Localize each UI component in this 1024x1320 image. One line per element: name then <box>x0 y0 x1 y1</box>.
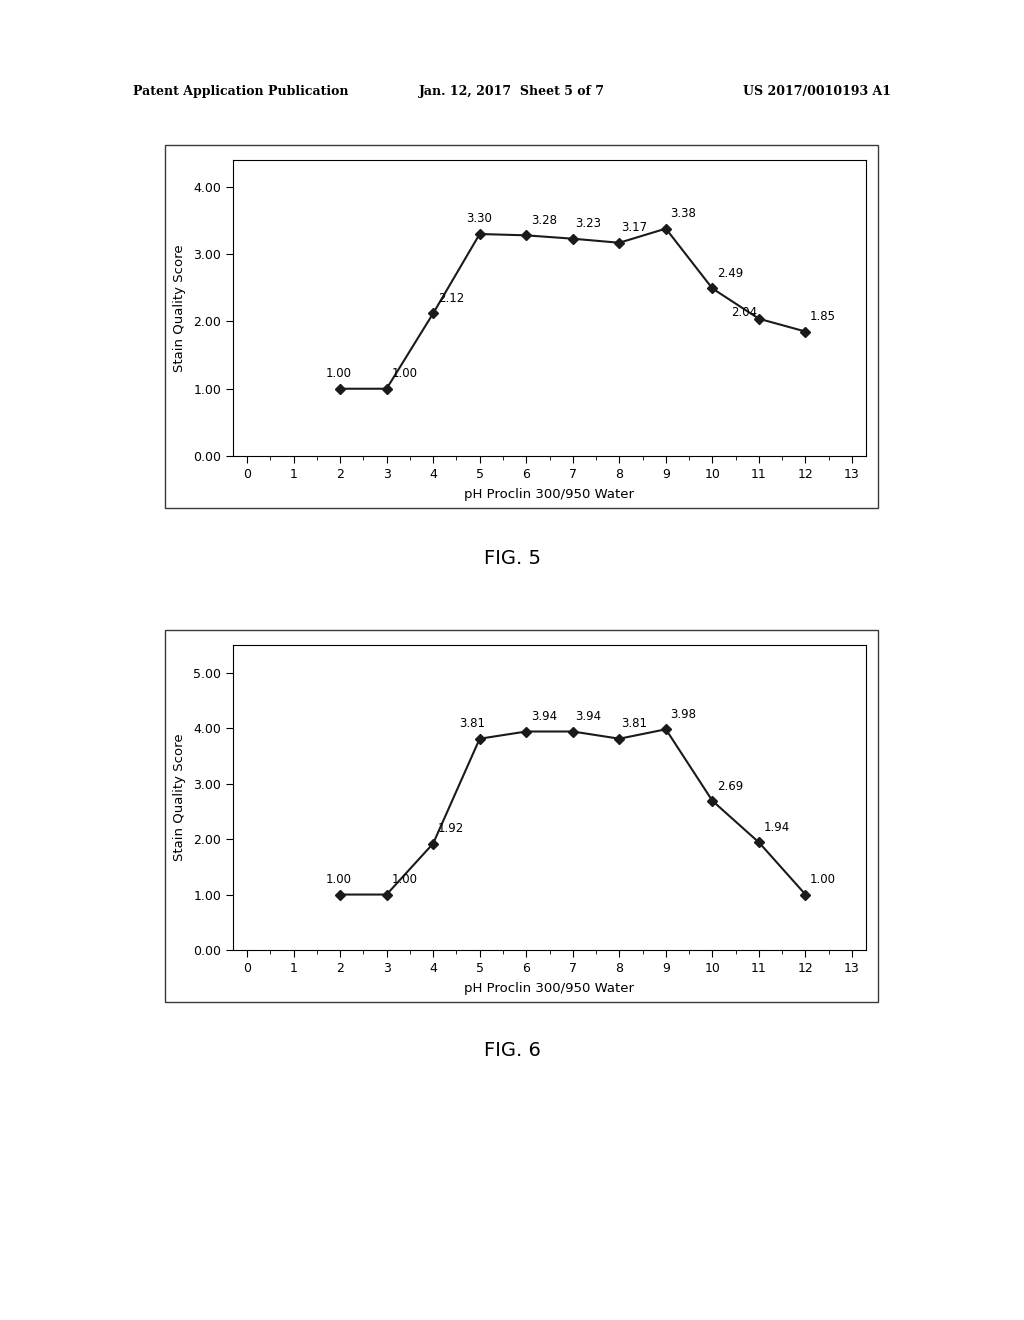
Y-axis label: Stain Quality Score: Stain Quality Score <box>173 734 186 862</box>
Text: 1.00: 1.00 <box>391 367 417 380</box>
Text: 1.00: 1.00 <box>326 367 352 380</box>
Text: US 2017/0010193 A1: US 2017/0010193 A1 <box>742 84 891 98</box>
Text: 1.85: 1.85 <box>810 310 837 323</box>
Text: 3.94: 3.94 <box>575 710 601 723</box>
Text: 3.98: 3.98 <box>671 708 696 721</box>
Text: 2.69: 2.69 <box>717 780 743 792</box>
Text: 1.92: 1.92 <box>438 822 464 836</box>
Text: 1.00: 1.00 <box>810 874 837 886</box>
Text: 3.38: 3.38 <box>671 207 696 220</box>
Text: 3.28: 3.28 <box>530 214 557 227</box>
X-axis label: pH Proclin 300/950 Water: pH Proclin 300/950 Water <box>465 982 635 995</box>
Y-axis label: Stain Quality Score: Stain Quality Score <box>173 244 186 372</box>
Text: 1.00: 1.00 <box>326 874 352 886</box>
Text: 3.81: 3.81 <box>459 717 484 730</box>
Text: FIG. 6: FIG. 6 <box>483 1040 541 1060</box>
Text: 2.49: 2.49 <box>717 267 743 280</box>
Text: 3.23: 3.23 <box>575 216 601 230</box>
Text: 2.12: 2.12 <box>438 292 464 305</box>
Text: 1.00: 1.00 <box>391 874 417 886</box>
Text: 3.81: 3.81 <box>622 717 647 730</box>
Text: Patent Application Publication: Patent Application Publication <box>133 84 348 98</box>
Text: Jan. 12, 2017  Sheet 5 of 7: Jan. 12, 2017 Sheet 5 of 7 <box>419 84 605 98</box>
Text: 3.94: 3.94 <box>530 710 557 723</box>
Text: 2.04: 2.04 <box>731 306 757 318</box>
Text: 3.30: 3.30 <box>466 213 492 226</box>
Text: 1.94: 1.94 <box>764 821 790 834</box>
X-axis label: pH Proclin 300/950 Water: pH Proclin 300/950 Water <box>465 488 635 500</box>
Text: FIG. 5: FIG. 5 <box>483 549 541 568</box>
Text: 3.17: 3.17 <box>622 220 648 234</box>
